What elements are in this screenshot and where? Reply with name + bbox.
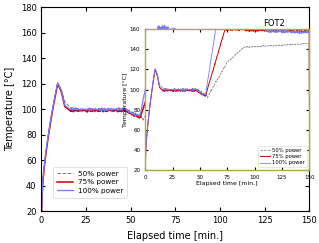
- Text: FOT2: FOT2: [263, 19, 285, 28]
- 50% power: [271, 51, 275, 54]
- 50% power: [154, 98, 158, 101]
- 100% power: [271, 35, 275, 38]
- 100% power: [308, 135, 311, 138]
- 75% power: [308, 134, 311, 137]
- Line: 75% power: 75% power: [41, 31, 309, 221]
- 50% power: [69, 106, 73, 109]
- 75% power: [231, 33, 234, 36]
- 50% power: [299, 50, 303, 52]
- 100% power: [163, 24, 167, 27]
- Line: 100% power: 100% power: [41, 26, 309, 221]
- Line: 50% power: 50% power: [41, 51, 309, 216]
- 75% power: [271, 33, 275, 36]
- Legend: 50% power, 75% power, 100% power: 50% power, 75% power, 100% power: [258, 146, 307, 167]
- 100% power: [109, 108, 113, 111]
- 100% power: [69, 108, 73, 111]
- X-axis label: Elapsed time [min.]: Elapsed time [min.]: [197, 181, 258, 186]
- 50% power: [241, 52, 245, 55]
- Y-axis label: Temperature [°C]: Temperature [°C]: [123, 72, 128, 127]
- 50% power: [308, 174, 311, 177]
- 75% power: [69, 110, 73, 113]
- 75% power: [154, 73, 158, 76]
- X-axis label: Elapsed time [min.]: Elapsed time [min.]: [128, 231, 223, 241]
- 50% power: [109, 107, 113, 110]
- 100% power: [154, 35, 158, 37]
- 75% power: [40, 219, 43, 222]
- 75% power: [109, 109, 113, 112]
- 50% power: [40, 214, 43, 217]
- 50% power: [230, 53, 234, 56]
- 75% power: [175, 30, 179, 33]
- 100% power: [231, 31, 234, 34]
- 75% power: [242, 32, 246, 35]
- Legend: 50% power, 75% power, 100% power: 50% power, 75% power, 100% power: [53, 167, 127, 198]
- 100% power: [40, 219, 43, 222]
- 100% power: [242, 34, 246, 37]
- Y-axis label: Temperature [°C]: Temperature [°C]: [5, 67, 15, 151]
